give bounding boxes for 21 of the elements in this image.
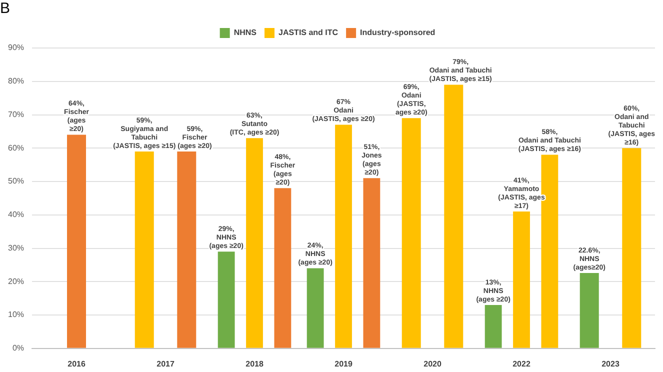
y-tick-label: 80%: [8, 76, 24, 86]
legend-label: Industry-sponsored: [360, 28, 436, 38]
x-tick-label: 2019: [334, 359, 353, 368]
legend-label: JASTIS and ITC: [278, 28, 338, 38]
x-tick-label: 2022: [512, 359, 531, 368]
y-tick-label: 70%: [8, 110, 24, 119]
y-tick-label: 50%: [8, 176, 24, 186]
legend-label: NHNS: [234, 28, 258, 38]
y-tick-label: 90%: [8, 43, 24, 52]
y-tick-label: 0%: [12, 344, 24, 353]
y-tick-label: 40%: [8, 210, 24, 220]
y-tick-label: 60%: [8, 143, 24, 152]
x-tick-label: 2017: [156, 359, 175, 368]
y-tick-label: 30%: [8, 243, 24, 252]
x-tick-label: 2018: [246, 359, 264, 368]
x-tick-label: 2020: [424, 359, 442, 368]
x-tick-label: 2023: [602, 359, 620, 368]
chart-title: B: [0, 0, 10, 18]
x-tick-label: 2016: [68, 359, 86, 368]
y-tick-label: 20%: [8, 276, 24, 286]
y-tick-label: 10%: [8, 310, 24, 320]
